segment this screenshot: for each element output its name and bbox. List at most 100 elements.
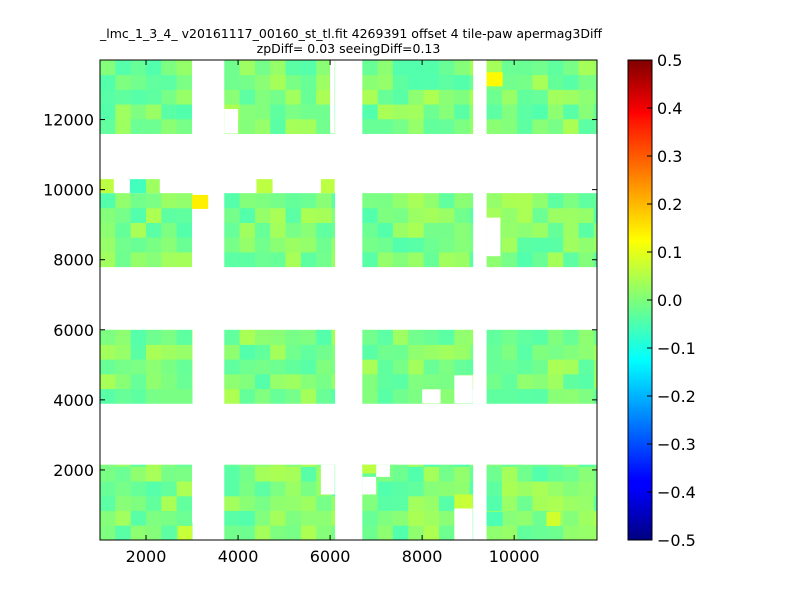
heatmap-cell (563, 74, 579, 90)
heatmap-cell (270, 344, 286, 360)
heatmap-cell (593, 481, 598, 497)
heatmap-cell (224, 60, 240, 76)
heatmap-cell (239, 193, 256, 209)
heatmap-cell (547, 344, 564, 360)
heatmap-cell (469, 74, 474, 90)
heatmap-cell (408, 359, 424, 375)
heatmap-cell (100, 373, 116, 390)
heatmap-cell (532, 359, 549, 375)
highlight-cell (486, 72, 503, 87)
colorbar-ticks: 0.5 0.4 0.3 0.2 0.1 0.0 −0.1 −0.2 −0.3 −0.4 −0.5 (647, 51, 696, 550)
heatmap-cell (517, 252, 533, 268)
heatmap-cell (145, 359, 162, 375)
heatmap-cell (161, 329, 178, 345)
heatmap-cell (145, 193, 162, 209)
heatmap-cell (300, 60, 317, 76)
heatmap-cell (254, 74, 271, 90)
heatmap-cell (454, 89, 470, 105)
heatmap-cell (316, 193, 332, 209)
heatmap-cell (501, 373, 518, 390)
heatmap-cell (547, 237, 564, 253)
heatmap-cell (130, 466, 147, 482)
heatmap-cell (501, 104, 518, 120)
heatmap-cell (100, 118, 116, 134)
heatmap-cell (408, 89, 424, 105)
heatmap-cell (224, 329, 240, 345)
heatmap-cell (532, 104, 549, 120)
heatmap-cell (239, 329, 256, 345)
heatmap-cell (239, 252, 256, 268)
heatmap-cell (454, 466, 470, 482)
heatmap-cell (362, 60, 379, 76)
heatmap-cell (454, 207, 470, 223)
heatmap-cell (239, 481, 256, 497)
heatmap-cell (392, 74, 409, 90)
heatmap-cell (392, 329, 409, 345)
heatmap-cell (145, 329, 162, 345)
heatmap-cell (270, 388, 286, 404)
heatmap-cell (392, 207, 409, 223)
heatmap-cell (130, 60, 147, 76)
heatmap-cell (224, 388, 240, 404)
heatmap-cell (438, 373, 455, 390)
heatmap-cell (239, 74, 256, 90)
heatmap-cell (316, 329, 332, 345)
empty-region (422, 389, 441, 404)
heatmap-cell (161, 74, 178, 90)
heatmap-cell (423, 60, 440, 76)
heatmap-cell (130, 481, 147, 497)
heatmap-cell (563, 60, 579, 76)
heatmap-cell (176, 495, 193, 511)
heatmap-cell (300, 359, 317, 375)
heatmap-cell (161, 481, 178, 497)
heatmap-cell (593, 373, 598, 390)
heatmap-cell (239, 237, 256, 253)
heatmap-cell (285, 118, 302, 134)
heatmap-cell (532, 481, 549, 497)
heatmap-cell (517, 510, 533, 526)
heatmap-cell (362, 344, 379, 360)
heatmap-cell (547, 466, 564, 482)
heatmap-cell (517, 481, 533, 497)
heatmap-cell (130, 193, 147, 209)
heatmap-cell (254, 373, 271, 390)
heatmap-cell (408, 495, 424, 511)
heatmap-cell (316, 344, 332, 360)
heatmap-cell (377, 60, 394, 76)
heatmap-cell (438, 207, 455, 223)
heatmap-cell (254, 222, 271, 238)
y-tick-label: 8000 (53, 251, 94, 270)
heatmap-cell (377, 89, 394, 105)
heatmap-cell (270, 60, 286, 76)
heatmap-cell (486, 193, 503, 209)
heatmap-cell (254, 466, 271, 482)
heatmap-cell (224, 466, 240, 482)
heatmap-cell (239, 222, 256, 238)
heatmap-cell (408, 344, 424, 360)
heatmap-cell (115, 495, 132, 511)
heatmap-cell (517, 359, 533, 375)
heatmap-cell (285, 222, 302, 238)
heatmap-cell (115, 222, 132, 238)
heatmap-cells (100, 60, 598, 541)
heatmap-cell (547, 193, 564, 209)
heatmap-cell (377, 373, 394, 390)
heatmap-cell (224, 89, 240, 105)
heatmap-cell (532, 207, 549, 223)
empty-region (192, 203, 211, 267)
heatmap-cell (408, 118, 424, 134)
heatmap-cell (547, 74, 564, 90)
highlight-cell (129, 179, 147, 194)
heatmap-cell (517, 373, 533, 390)
heatmap-cell (563, 237, 579, 253)
heatmap-cell (285, 495, 302, 511)
heatmap-cell (300, 89, 317, 105)
heatmap-cell (469, 193, 474, 209)
heatmap-cell (331, 207, 336, 223)
heatmap-cell (115, 464, 132, 467)
colorbar-tick-label: 0.0 (657, 291, 682, 310)
heatmap-cell (130, 344, 147, 360)
heatmap-cell (224, 74, 240, 90)
heatmap-cell (501, 193, 518, 209)
